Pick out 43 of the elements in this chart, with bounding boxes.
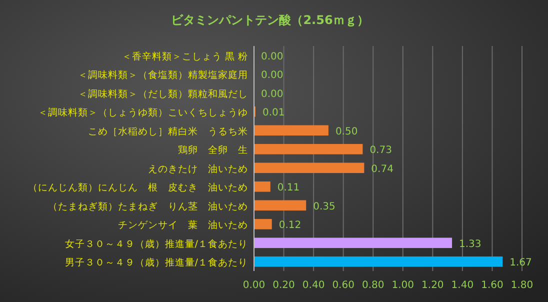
- data-label: 0.74: [371, 164, 394, 175]
- x-tick-label: 0.20: [272, 280, 295, 291]
- data-label: 1.67: [510, 258, 532, 269]
- y-tick-label: ＜調味料類＞（食塩類）精製塩家庭用: [78, 69, 248, 82]
- data-label: 0.00: [261, 88, 284, 100]
- y-tick-label: えのきたけ 油いため: [148, 162, 248, 175]
- x-tick-label: 1.20: [422, 280, 444, 291]
- y-tick-label: 鶏卵 全卵 生: [178, 144, 248, 156]
- y-tick-label: チンゲンサイ 葉 油いため: [118, 219, 248, 232]
- y-tick-label: 女子３０～４９（歳）推進量/１食あたり: [64, 238, 248, 250]
- bar: [254, 200, 306, 211]
- data-label: 0.00: [261, 51, 284, 62]
- bar: [254, 144, 363, 154]
- data-label: 0.00: [261, 70, 284, 82]
- data-label: 0.50: [335, 126, 358, 138]
- y-tick-label: ＜調味料類＞（だし類）顆粒和風だし: [78, 88, 248, 100]
- bar: [254, 181, 270, 192]
- data-label: 0.35: [313, 201, 336, 212]
- data-label: 0.73: [370, 145, 392, 156]
- data-label: 0.11: [277, 182, 300, 194]
- y-tick-label: ＜調味料類＞（しょうゆ類）こいくちしょうゆ: [38, 106, 248, 119]
- x-tick-label: 1.80: [510, 280, 534, 291]
- bar: [254, 218, 272, 230]
- y-tick-label: 男子３０～４９（歳）推進量/１食あたり: [64, 256, 248, 269]
- bar: [254, 162, 364, 174]
- y-tick-label: （たまねぎ類）たまねぎ りん茎 油いため: [48, 200, 248, 212]
- bar: [254, 125, 328, 136]
- data-label: 1.33: [459, 238, 482, 250]
- y-tick-label: ＜香辛料類＞こしょう 黒 粉: [122, 50, 248, 62]
- y-tick-label: こめ［水稲めし］精白米 うるち米: [88, 125, 248, 138]
- x-tick-label: 1.00: [392, 280, 414, 291]
- y-tick-label: （にんじん類）にんじん 根 皮むき 油いため: [28, 182, 248, 194]
- data-label: 0.01: [262, 108, 285, 119]
- x-tick-label: 1.60: [481, 280, 504, 291]
- x-tick-label: 0.80: [362, 280, 384, 291]
- bar: [254, 238, 452, 248]
- x-tick-label: 1.40: [451, 280, 474, 291]
- x-tick-label: 0.60: [332, 280, 354, 291]
- chart-title: ビタミンパントテン酸（2.56ｍｇ）: [171, 13, 369, 27]
- data-label: 0.12: [278, 220, 302, 232]
- bar: [254, 256, 503, 267]
- x-tick-label: 0.00: [242, 280, 266, 291]
- x-tick-label: 0.40: [302, 280, 325, 291]
